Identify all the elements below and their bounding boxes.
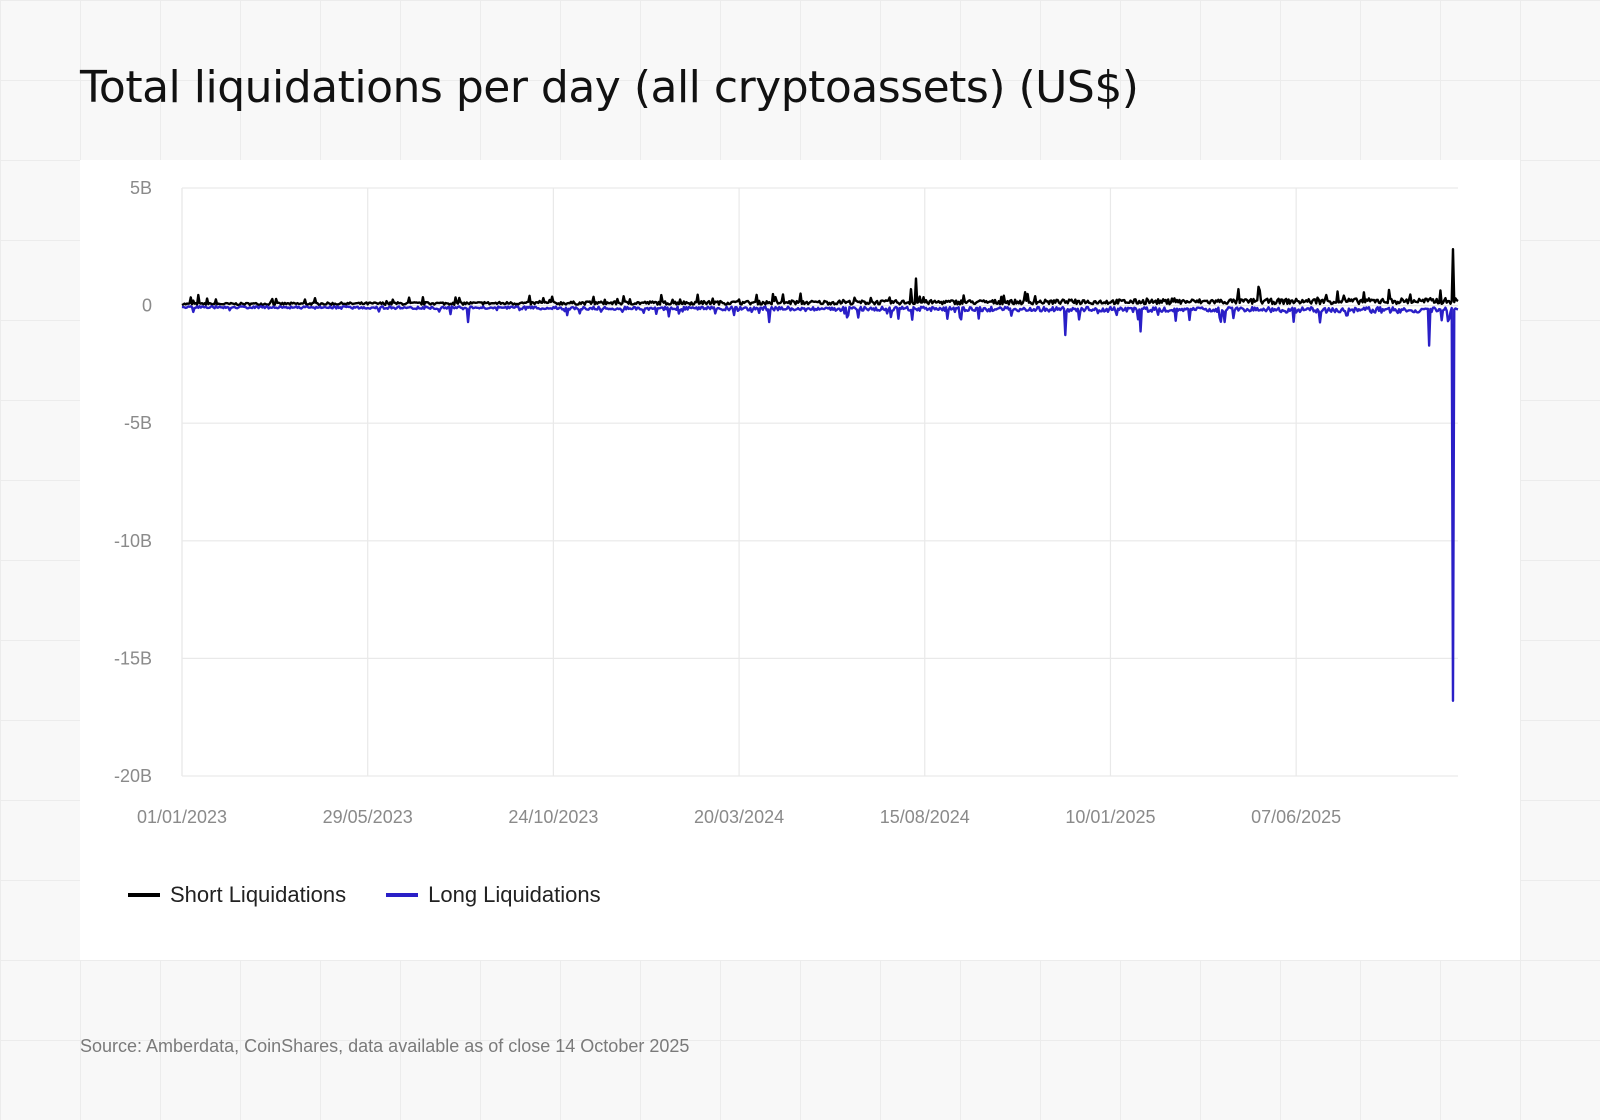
y-tick-label: -5B [124, 413, 152, 433]
grid [181, 187, 1458, 777]
line-chart: 5B 0 -5B -10B -15B -20B 01/01/2023 29/05/2023 2… [114, 178, 1459, 827]
legend: Short Liquidations Long Liquidations [128, 882, 601, 908]
x-tick-label: 01/01/2023 [137, 807, 227, 827]
x-tick-label: 24/10/2023 [508, 807, 598, 827]
x-tick-label: 15/08/2024 [880, 807, 970, 827]
legend-item-short: Short Liquidations [128, 882, 346, 908]
legend-label-short: Short Liquidations [170, 882, 347, 907]
y-tick-label: 5B [130, 178, 152, 198]
y-tick-label: -15B [114, 648, 152, 668]
y-axis: 5B 0 -5B -10B -15B -20B [114, 178, 152, 786]
x-axis: 01/01/2023 29/05/2023 24/10/2023 20/03/2024… [137, 807, 1341, 827]
long-liquidations-line [181, 305, 1459, 702]
legend-swatch-long [386, 893, 419, 897]
chart-panel: 5B 0 -5B -10B -15B -20B 01/01/2023 29/05/2023 2… [80, 160, 1520, 960]
y-tick-label: -10B [114, 531, 152, 551]
x-tick-label: 07/06/2025 [1251, 807, 1341, 827]
legend-item-long: Long Liquidations [386, 882, 601, 908]
x-tick-label: 10/01/2025 [1065, 807, 1155, 827]
series-lines [181, 247, 1459, 702]
chart-title: Total liquidations per day (all cryptoas… [80, 62, 1139, 113]
source-note: Source: Amberdata, CoinShares, data avai… [80, 1036, 690, 1056]
short-liquidations-line [181, 247, 1459, 307]
y-tick-label: 0 [142, 296, 152, 316]
x-tick-label: 20/03/2024 [694, 807, 784, 827]
x-tick-label: 29/05/2023 [323, 807, 413, 827]
legend-label-long: Long Liquidations [428, 882, 601, 907]
legend-swatch-short [128, 893, 160, 897]
y-tick-label: -20B [114, 766, 152, 786]
